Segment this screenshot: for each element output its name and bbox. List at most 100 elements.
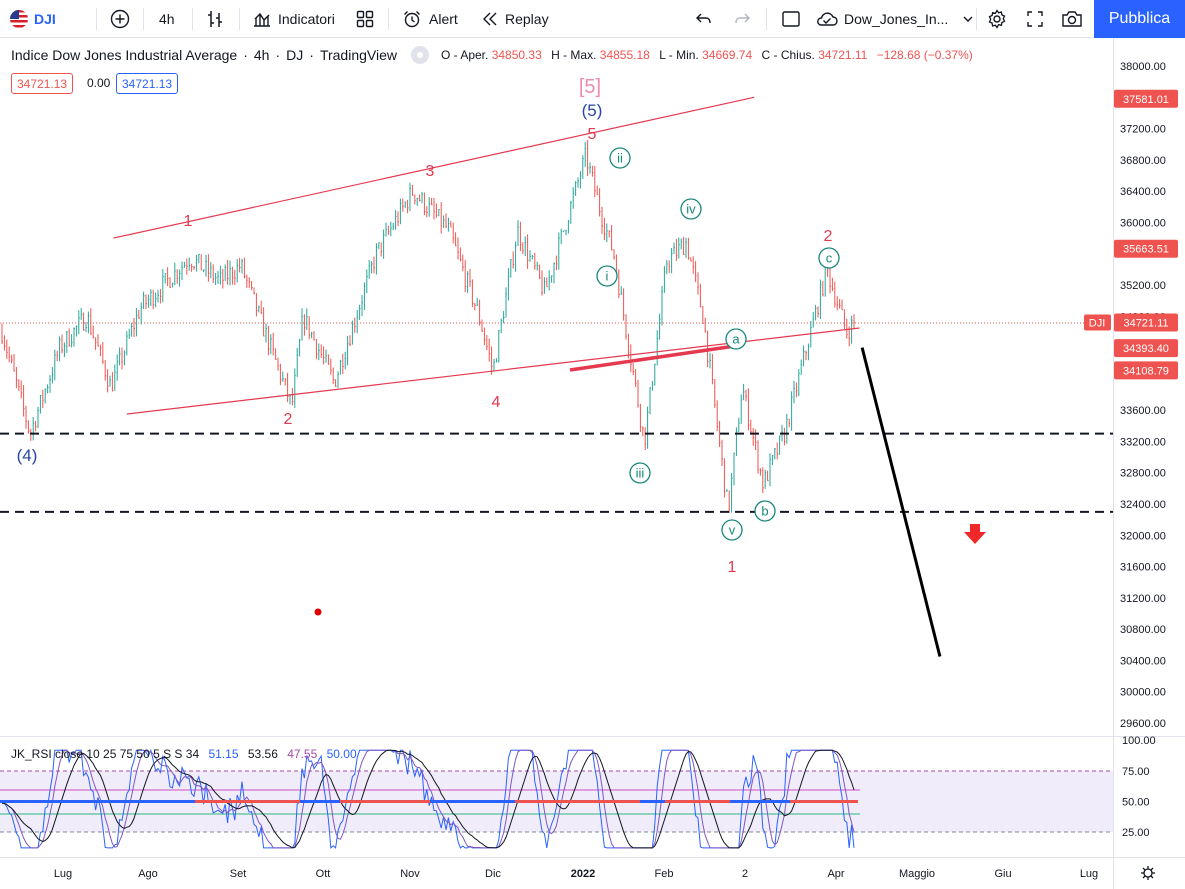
symbol-badge-bg	[1084, 314, 1111, 331]
candle	[114, 364, 116, 391]
candle	[147, 294, 150, 308]
candle	[467, 271, 469, 293]
time-tick-label: Ago	[138, 868, 158, 880]
wave-label-minute-text: a	[732, 332, 740, 347]
candle	[649, 387, 651, 415]
candle	[656, 330, 659, 366]
candle	[222, 268, 224, 289]
candle	[335, 379, 337, 387]
breakdown-segment[interactable]	[569, 343, 743, 372]
candle	[464, 259, 467, 293]
interval-button[interactable]: 4h	[159, 0, 175, 38]
symbol-search[interactable]: DJI	[10, 0, 56, 38]
candle	[133, 317, 135, 337]
candle	[219, 265, 222, 285]
candle	[272, 332, 275, 356]
rsi-axis[interactable]: 100.00 75.00 50.00 25.00	[1122, 735, 1156, 839]
legend-toggle-button[interactable]	[410, 46, 429, 64]
marker-dot	[314, 608, 322, 616]
time-tick-label: Lug	[54, 868, 72, 880]
candle	[390, 221, 392, 237]
redo-button[interactable]	[733, 0, 751, 38]
candle	[457, 237, 459, 260]
templates-button[interactable]	[356, 0, 374, 38]
candle	[229, 260, 231, 286]
indicators-button[interactable]: Indicatori	[252, 0, 335, 38]
candle	[747, 388, 750, 431]
series-legend[interactable]: Indice Dow Jones Industrial Average · 4h…	[11, 46, 979, 64]
plus-circle-icon	[110, 9, 130, 29]
candle	[798, 369, 800, 397]
candle	[750, 419, 752, 435]
candle	[371, 261, 373, 274]
candle	[294, 368, 296, 408]
candle	[248, 277, 251, 288]
candle	[805, 350, 807, 361]
candle	[63, 342, 66, 358]
candle	[433, 197, 435, 220]
layout-button[interactable]	[781, 0, 801, 38]
candle	[275, 348, 277, 360]
candle	[23, 385, 25, 417]
buy-price-box[interactable]: 34721.13	[116, 73, 179, 94]
candle	[601, 206, 603, 234]
candle	[479, 299, 481, 326]
sell-price-box[interactable]: 34721.13	[11, 73, 74, 94]
rsi-tick-label: 50.00	[1122, 797, 1150, 809]
fullscreen-button[interactable]	[1026, 0, 1044, 38]
projection-line[interactable]	[860, 347, 942, 657]
candle	[471, 279, 474, 308]
candle	[287, 372, 289, 403]
candle	[836, 296, 839, 311]
series-interval: 4h	[253, 47, 270, 63]
chart-type-button[interactable]	[206, 0, 224, 38]
fullscreen-icon	[1027, 11, 1043, 27]
layout-name-button[interactable]: Dow_Jones_In...	[815, 0, 974, 38]
time-tick-label: Set	[230, 868, 247, 880]
alert-button[interactable]: Alert	[402, 0, 458, 38]
time-axis[interactable]: Lug Ago Set Ott Nov Dic 2022 Feb 2 Apr Maggio Giu Lu…	[54, 868, 1098, 880]
candle	[15, 366, 18, 389]
price-badge-bg	[1114, 239, 1178, 258]
price-tick-label: 37200.00	[1120, 124, 1166, 136]
candle	[546, 277, 548, 288]
rsi-tick-label: 75.00	[1122, 766, 1150, 778]
compare-button[interactable]	[110, 0, 130, 38]
candle	[488, 338, 491, 362]
candle	[354, 317, 356, 333]
candle	[301, 308, 303, 341]
alarm-clock-icon	[404, 11, 420, 28]
candle	[368, 260, 371, 279]
candle	[786, 413, 788, 444]
channel-upper-line[interactable]	[113, 96, 755, 239]
candle	[351, 320, 354, 345]
candle	[452, 222, 455, 244]
publish-button[interactable]: Pubblica	[1094, 0, 1185, 38]
time-tick-label: 2022	[571, 868, 595, 880]
candle	[344, 351, 347, 370]
candle	[183, 261, 186, 268]
candle	[450, 220, 452, 228]
candle	[791, 391, 793, 431]
candle	[702, 306, 704, 324]
interval-label: 4h	[159, 11, 175, 27]
settings-button[interactable]	[987, 0, 1007, 38]
price-badge-value: 35663.51	[1123, 244, 1169, 256]
axis-settings-button[interactable]	[1141, 866, 1155, 880]
time-tick-label: Lug	[1080, 868, 1098, 880]
candle	[330, 358, 332, 375]
candle	[570, 200, 572, 224]
candle	[404, 201, 407, 209]
candle	[759, 468, 762, 476]
candle	[654, 363, 656, 386]
price-tick-label: 36000.00	[1120, 217, 1166, 229]
rsi-legend[interactable]: JK_RSI close 10 25 75 50 5 S S 34 51.15 …	[11, 747, 357, 761]
candle	[395, 209, 397, 230]
snapshot-button[interactable]	[1061, 0, 1083, 38]
wave-labels: [5] (5) (4) 1 2 3 4 5 1 2	[17, 76, 833, 576]
candle	[126, 331, 128, 356]
undo-button[interactable]	[695, 0, 713, 38]
replay-button[interactable]: Replay	[481, 0, 549, 38]
price-axis[interactable]: 38000.00 37200.00 36800.00 36400.00 36000.00…	[1120, 61, 1166, 730]
